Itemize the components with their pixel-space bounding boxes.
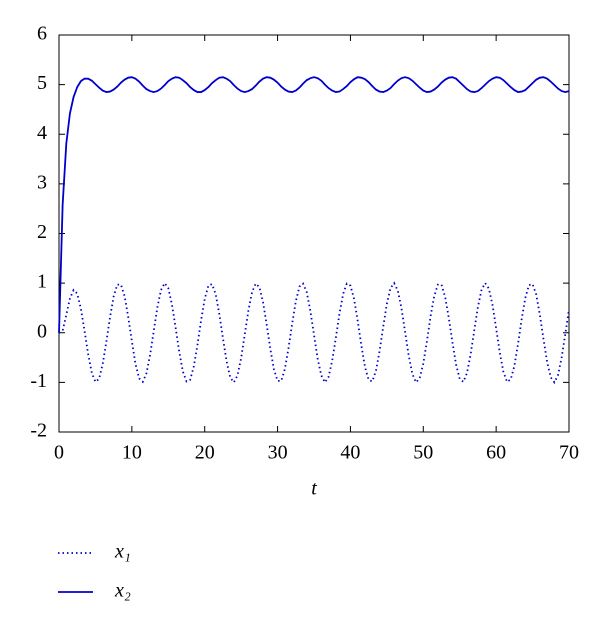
x-tick-label: 30 (268, 442, 288, 464)
x-tick-label: 0 (54, 442, 64, 464)
y-tick-label: -1 (30, 370, 47, 392)
x-tick-label: 60 (486, 442, 506, 464)
series-line (58, 76, 570, 333)
y-tick-label: 5 (37, 72, 47, 94)
y-tick-label: 3 (37, 171, 47, 193)
x-tick-label: 10 (122, 442, 142, 464)
x-axis-label: t (311, 478, 317, 500)
x-tick-label: 20 (195, 442, 215, 464)
y-tick-label: 0 (37, 320, 47, 342)
x-tick-label: 50 (413, 442, 433, 464)
x-tick-label: 70 (559, 442, 579, 464)
y-tick-label: 6 (37, 23, 47, 45)
y-tick-label: 1 (37, 271, 47, 293)
y-tick-label: -2 (30, 420, 47, 442)
legend-label: x₁ (114, 541, 131, 563)
y-tick-label: 4 (37, 122, 47, 144)
y-tick-label: 2 (37, 221, 47, 243)
x-tick-label: 40 (340, 442, 360, 464)
plot-frame (58, 34, 570, 433)
series-line (58, 281, 570, 385)
legend-label: x₂ (114, 580, 131, 602)
